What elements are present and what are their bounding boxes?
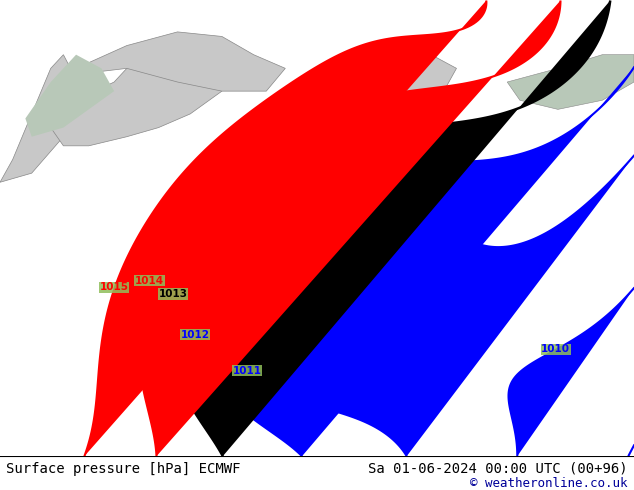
Text: 1014: 1014 xyxy=(135,276,164,286)
Point xyxy=(0,452,5,460)
Point xyxy=(0,452,5,460)
Point xyxy=(0,452,5,460)
Polygon shape xyxy=(25,55,114,137)
Text: Sa 01-06-2024 00:00 UTC (00+96): Sa 01-06-2024 00:00 UTC (00+96) xyxy=(368,462,628,476)
Polygon shape xyxy=(0,55,82,182)
Point xyxy=(0,452,5,460)
Text: 1013: 1013 xyxy=(158,289,188,299)
Polygon shape xyxy=(304,55,456,109)
Text: 1015: 1015 xyxy=(100,282,129,293)
Point xyxy=(0,452,5,460)
Polygon shape xyxy=(507,55,634,109)
Polygon shape xyxy=(76,32,285,91)
Polygon shape xyxy=(178,137,463,214)
Text: 1012: 1012 xyxy=(181,330,210,340)
Text: © weatheronline.co.uk: © weatheronline.co.uk xyxy=(470,477,628,490)
Text: Surface pressure [hPa] ECMWF: Surface pressure [hPa] ECMWF xyxy=(6,462,241,476)
Text: 1010: 1010 xyxy=(541,344,570,354)
Point xyxy=(0,452,5,460)
Text: 1011: 1011 xyxy=(233,366,261,376)
Polygon shape xyxy=(51,46,222,146)
Polygon shape xyxy=(285,119,431,146)
Point xyxy=(0,452,5,460)
